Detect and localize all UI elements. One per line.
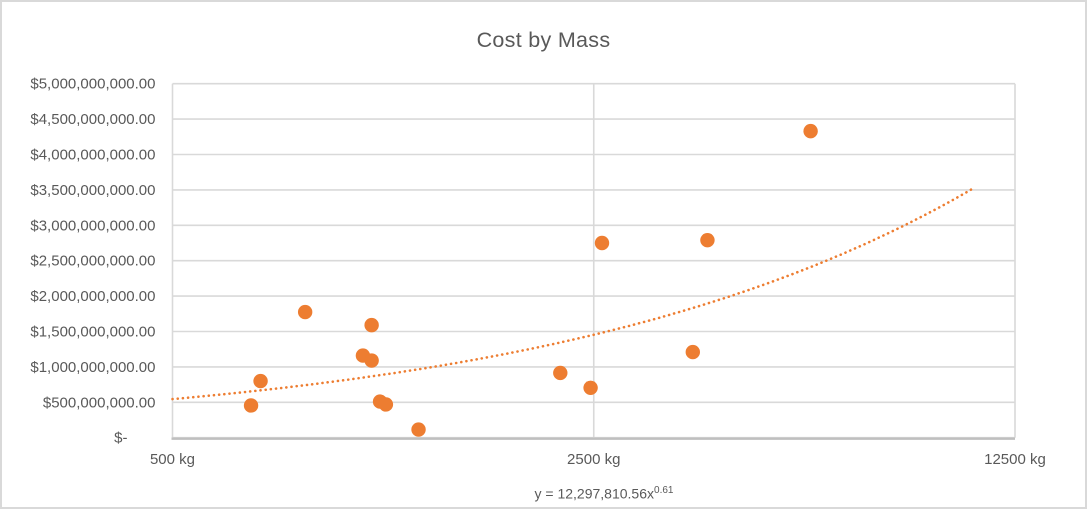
trendline-equation-exponent: 0.61	[654, 485, 674, 496]
data-point[interactable]	[553, 365, 568, 381]
data-point[interactable]	[243, 398, 259, 413]
data-point[interactable]	[378, 397, 394, 412]
x-tick-label[interactable]: 12500 kg	[984, 451, 1046, 468]
data-point[interactable]	[583, 380, 598, 395]
chart-title[interactable]: Cost by Mass	[476, 28, 611, 52]
y-tick-label[interactable]: $1,500,000,000.00	[30, 324, 155, 341]
y-tick-label[interactable]: $5,000,000,000.00	[30, 76, 155, 93]
y-tick-label[interactable]: $3,000,000,000.00	[30, 217, 155, 234]
y-tick-label[interactable]: $4,500,000,000.00	[30, 111, 155, 128]
y-tick-label[interactable]: $4,000,000,000.00	[30, 147, 155, 164]
y-tick-label[interactable]: $-	[114, 430, 127, 447]
data-point[interactable]	[297, 304, 313, 320]
data-point[interactable]	[364, 353, 379, 368]
data-point[interactable]	[594, 235, 610, 251]
data-point[interactable]	[364, 317, 379, 333]
data-point[interactable]	[803, 123, 818, 139]
data-point[interactable]	[411, 422, 426, 437]
trendline[interactable]	[171, 187, 975, 401]
x-tick-label[interactable]: 2500 kg	[567, 451, 620, 468]
data-point[interactable]	[685, 344, 701, 360]
y-tick-label[interactable]: $500,000,000.00	[43, 394, 156, 411]
data-point[interactable]	[700, 232, 715, 248]
y-tick-label[interactable]: $3,500,000,000.00	[30, 182, 155, 199]
data-point[interactable]	[253, 373, 268, 389]
x-tick-label[interactable]: 500 kg	[150, 451, 195, 468]
y-tick-label[interactable]: $1,000,000,000.00	[30, 359, 155, 376]
y-tick-label[interactable]: $2,500,000,000.00	[30, 253, 155, 270]
trendline-equation-label[interactable]: y = 12,297,810.56x0.61	[183, 485, 1025, 502]
trendline-equation-text: y = 12,297,810.56x	[534, 485, 655, 502]
y-tick-label[interactable]: $2,000,000,000.00	[30, 288, 155, 305]
